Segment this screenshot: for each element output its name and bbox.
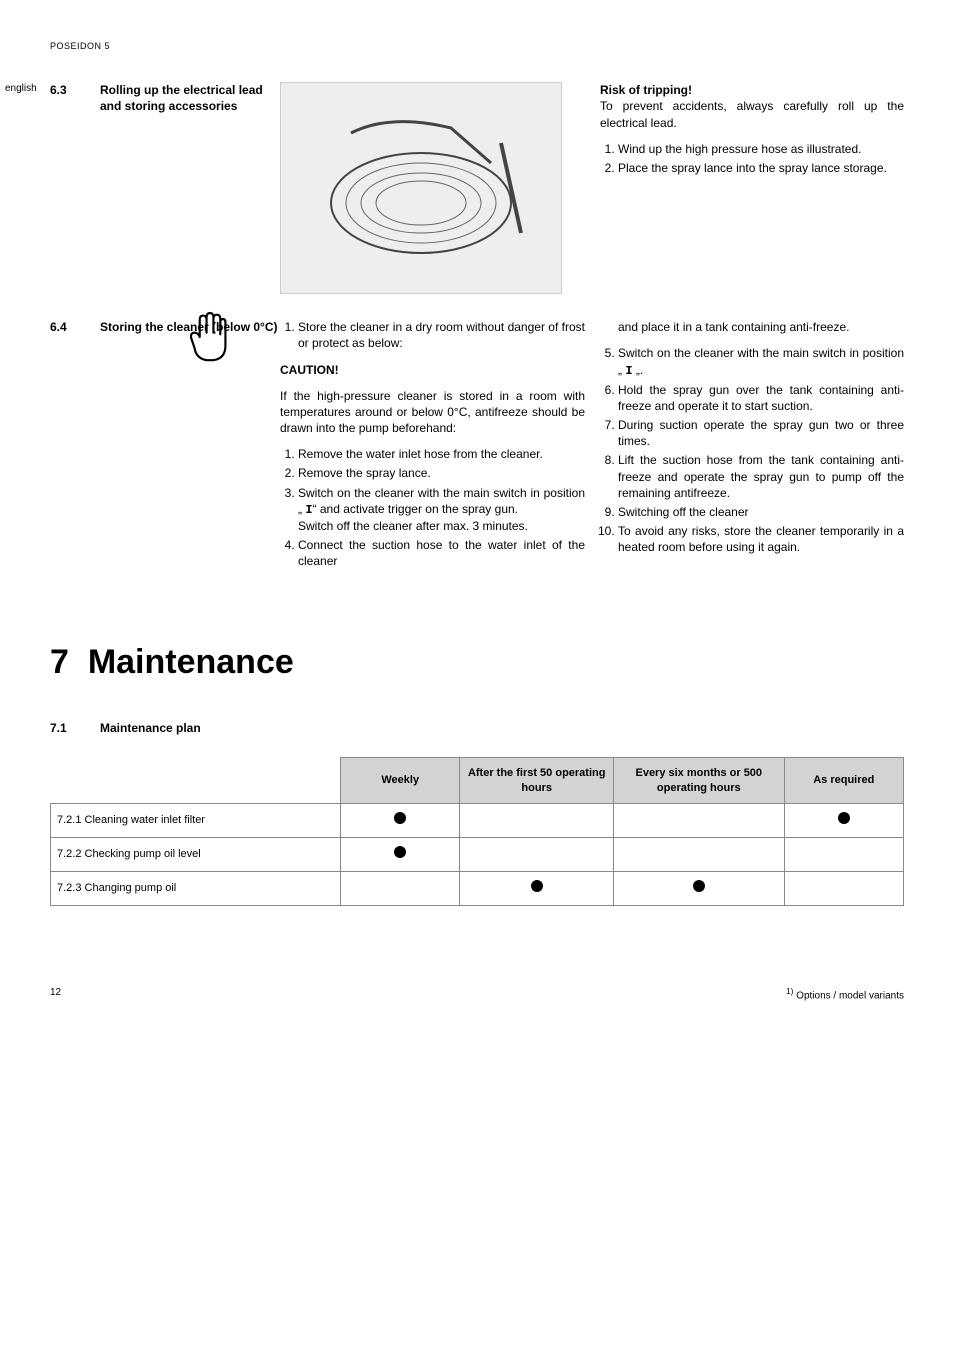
cell bbox=[341, 838, 460, 872]
table-corner bbox=[51, 757, 341, 804]
cell bbox=[784, 804, 903, 838]
col-header: Weekly bbox=[341, 757, 460, 804]
step-4-continuation: and place it in a tank containing anti-f… bbox=[600, 319, 904, 335]
cell bbox=[460, 838, 614, 872]
risk-body: To prevent accidents, always carefully r… bbox=[600, 99, 904, 129]
maintenance-table: Weekly After the first 50 operating hour… bbox=[50, 757, 904, 906]
intro-list: Store the cleaner in a dry room without … bbox=[280, 319, 585, 351]
col-header: As required bbox=[784, 757, 903, 804]
cell bbox=[613, 838, 784, 872]
section-6-3: english 6.3 Rolling up the electrical le… bbox=[50, 82, 904, 294]
step-item: Remove the spray lance. bbox=[298, 465, 585, 481]
step-item: Lift the suction hose from the tank cont… bbox=[618, 452, 904, 501]
dot-icon bbox=[394, 846, 406, 858]
dot-icon bbox=[693, 880, 705, 892]
cell bbox=[341, 872, 460, 906]
row-label: 7.2.1 Cleaning water inlet filter bbox=[51, 804, 341, 838]
chapter-heading: 7 Maintenance bbox=[50, 640, 904, 686]
section-title: Rolling up the electrical lead and stori… bbox=[100, 82, 280, 294]
cell bbox=[460, 872, 614, 906]
table-row: 7.2.2 Checking pump oil level bbox=[51, 838, 904, 872]
section-6-4: 6.4 Storing the cleaner (below 0°C) Stor… bbox=[50, 319, 904, 579]
section-number: 6.4 bbox=[50, 319, 100, 579]
caution-hand-icon bbox=[180, 307, 240, 367]
cell bbox=[460, 804, 614, 838]
page-footer: 12 1) Options / model variants bbox=[50, 986, 904, 1003]
language-label: english bbox=[5, 82, 37, 96]
step-item: Switch on the cleaner with the main swit… bbox=[618, 345, 904, 378]
cell bbox=[613, 872, 784, 906]
product-header: POSEIDON 5 bbox=[50, 40, 904, 52]
hose-reel-illustration bbox=[280, 82, 562, 294]
row-label: 7.2.3 Changing pump oil bbox=[51, 872, 341, 906]
page-number: 12 bbox=[50, 986, 61, 1003]
section-number: 6.3 bbox=[50, 82, 100, 294]
step-item: During suction operate the spray gun two… bbox=[618, 417, 904, 449]
risk-heading: Risk of tripping! bbox=[600, 83, 692, 97]
step-item: Store the cleaner in a dry room without … bbox=[298, 319, 585, 351]
steps-list-64b: Switch on the cleaner with the main swit… bbox=[600, 345, 904, 555]
cell bbox=[613, 804, 784, 838]
dot-icon bbox=[394, 812, 406, 824]
step-item: Remove the water inlet hose from the cle… bbox=[298, 446, 585, 462]
section-number: 7.1 bbox=[50, 720, 100, 736]
step-item: Place the spray lance into the spray lan… bbox=[618, 160, 904, 176]
step-item: To avoid any risks, store the cleaner te… bbox=[618, 523, 904, 555]
steps-list-64a: Remove the water inlet hose from the cle… bbox=[280, 446, 585, 569]
caution-body: If the high-pressure cleaner is stored i… bbox=[280, 388, 585, 437]
step-item: Wind up the high pressure hose as illust… bbox=[618, 141, 904, 157]
col-header: Every six months or 500 operating hours bbox=[613, 757, 784, 804]
dot-icon bbox=[838, 812, 850, 824]
table-row: 7.2.3 Changing pump oil bbox=[51, 872, 904, 906]
section-title: Maintenance plan bbox=[100, 720, 201, 736]
steps-list-63: Wind up the high pressure hose as illust… bbox=[600, 141, 904, 176]
row-label: 7.2.2 Checking pump oil level bbox=[51, 838, 341, 872]
footnote: 1) Options / model variants bbox=[786, 986, 904, 1003]
col-header: After the first 50 operating hours bbox=[460, 757, 614, 804]
cell bbox=[784, 838, 903, 872]
step-item: Switching off the cleaner bbox=[618, 504, 904, 520]
chapter-title: Maintenance bbox=[88, 643, 294, 681]
step-item: Hold the spray gun over the tank contain… bbox=[618, 382, 904, 414]
step-item: Connect the suction hose to the water in… bbox=[298, 537, 585, 569]
cell bbox=[784, 872, 903, 906]
dot-icon bbox=[531, 880, 543, 892]
cell bbox=[341, 804, 460, 838]
chapter-number: 7 bbox=[50, 643, 69, 681]
step-item: Switch on the cleaner with the main swit… bbox=[298, 485, 585, 535]
table-row: 7.2.1 Cleaning water inlet filter bbox=[51, 804, 904, 838]
section-7-1-head: 7.1 Maintenance plan bbox=[50, 720, 904, 736]
caution-heading: CAUTION! bbox=[280, 363, 339, 377]
